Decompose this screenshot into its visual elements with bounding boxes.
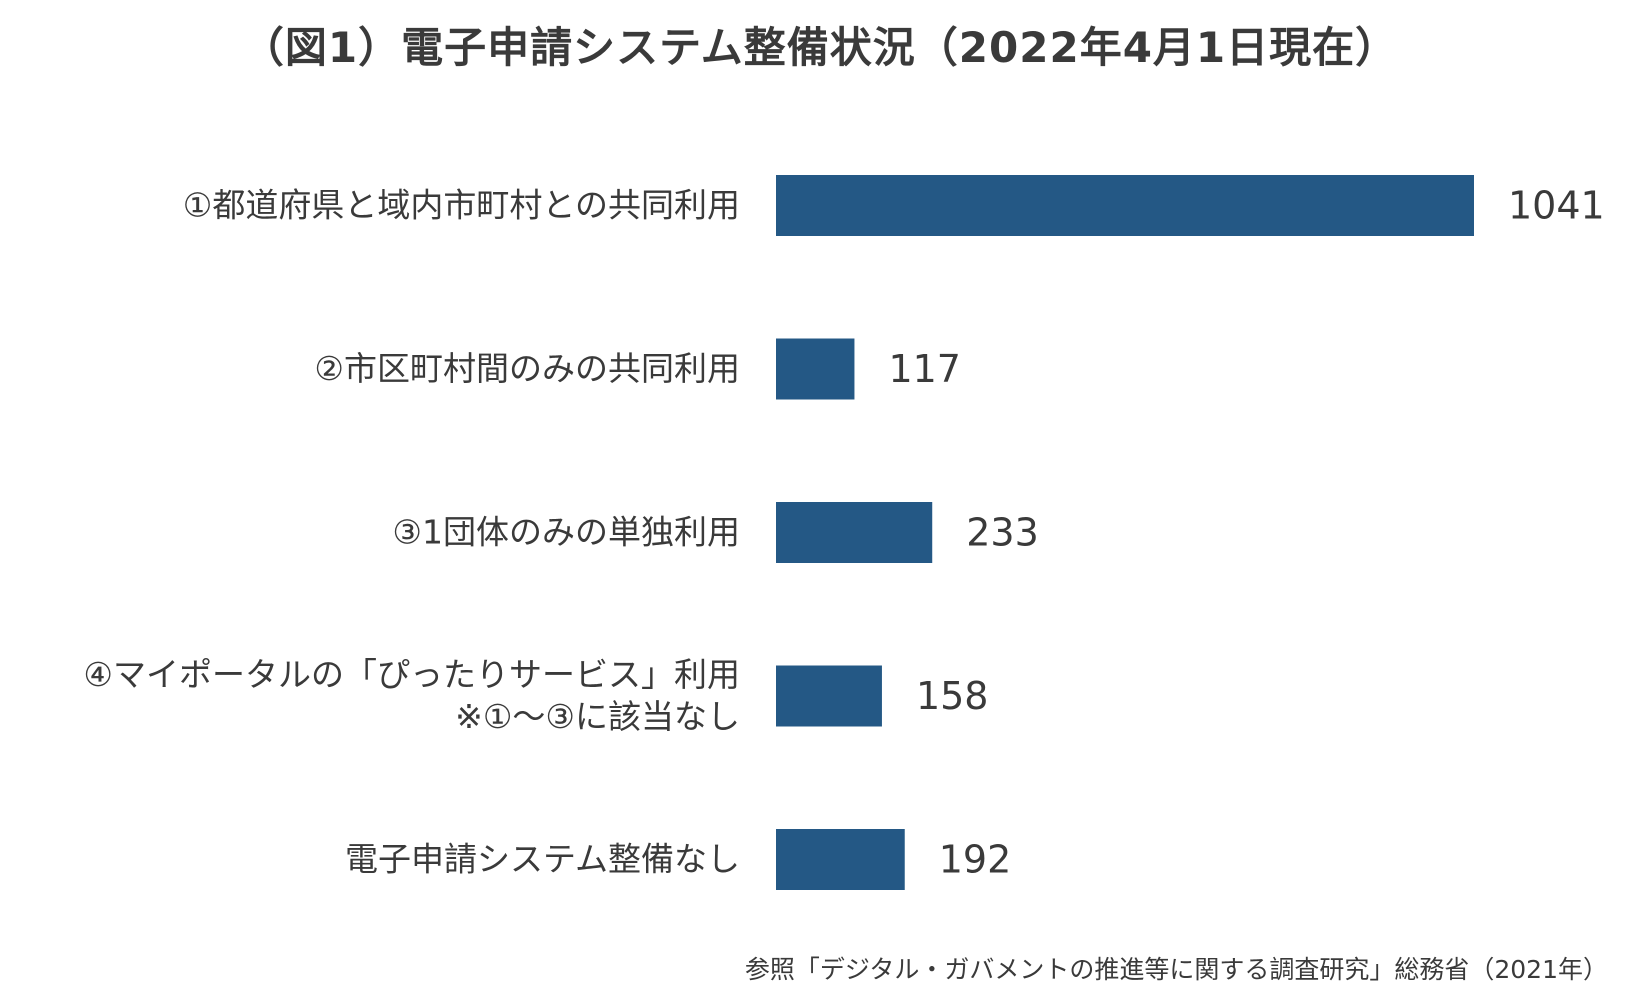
- category-label-4-line-1: ④マイポータルの「ぴったりサービス」利用: [83, 655, 740, 694]
- value-label-5: 192: [939, 838, 1012, 882]
- bar-3: [776, 502, 933, 563]
- bars-group: 1041 ①都道府県と域内市町村との共同利用 117 ②市区町村間のみの共同利用 233…: [83, 175, 1605, 890]
- bar-5: [776, 829, 905, 890]
- bar-1: [776, 175, 1474, 236]
- category-label-1: ①都道府県と域内市町村との共同利用: [183, 186, 740, 225]
- value-label-4: 158: [916, 674, 989, 718]
- category-label-3: ③1団体のみの単独利用: [392, 513, 740, 552]
- category-label-2: ②市区町村間のみの共同利用: [314, 349, 740, 388]
- value-label-3: 233: [966, 511, 1039, 555]
- source-note: 参照「デジタル・ガバメントの推進等に関する調査研究」総務省（2021年）: [744, 955, 1608, 984]
- category-label-4-line-2: ※①～③に該当なし: [455, 697, 740, 736]
- value-label-2: 117: [888, 347, 961, 391]
- bar-4: [776, 665, 882, 727]
- chart-title: （図1）電子申請システム整備状況（2022年4月1日現在）: [241, 23, 1399, 72]
- value-label-1: 1041: [1508, 184, 1605, 228]
- category-label-5: 電子申請システム整備なし: [345, 840, 740, 879]
- bar-2: [776, 338, 855, 400]
